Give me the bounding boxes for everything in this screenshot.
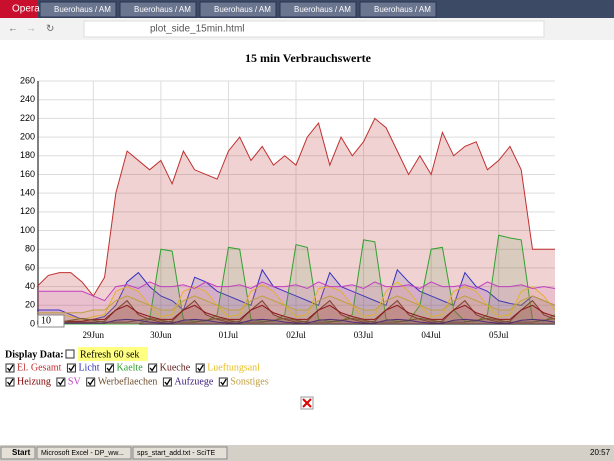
refresh-highlight: [78, 347, 148, 361]
y-tick-label: 40: [25, 281, 35, 291]
address-field[interactable]: [83, 20, 545, 38]
chart-title: 15 min Verbrauchswerte: [245, 51, 372, 65]
x-tick-label: 01Jul: [219, 330, 239, 340]
opera-label: Opera: [12, 4, 40, 15]
series-area: [37, 235, 555, 324]
series-line: [37, 268, 556, 320]
x-tick-label: 30Jun: [150, 330, 172, 340]
tab[interactable]: [199, 1, 277, 18]
task-scite[interactable]: [132, 446, 228, 460]
series-area: [37, 281, 555, 324]
series-line: [37, 304, 556, 322]
tab-label: Buerohaus / AM: [374, 5, 431, 14]
legend-label: Aufzuege: [174, 376, 213, 387]
legend-label: El. Gesamt: [17, 362, 62, 373]
checkmark: [6, 364, 14, 372]
tab-label: Buerohaus / AM: [294, 5, 351, 14]
checkmark: [197, 364, 204, 372]
task-scite-label: sps_start_add.txt - SciTE: [137, 450, 216, 457]
legend-label: Heizung: [17, 376, 51, 387]
y-tick-label: 80: [25, 244, 35, 254]
legend-label: Werbeflaechen: [98, 376, 158, 387]
series-checkbox[interactable]: [5, 363, 15, 373]
refresh-label: Refresh 60 sek: [80, 349, 139, 360]
y-tick-label: 100: [20, 225, 35, 235]
tab[interactable]: [279, 1, 357, 18]
x-tick-label: 05Jul: [489, 330, 509, 340]
display-checkbox[interactable]: [65, 349, 75, 359]
y-tick-label: 240: [20, 94, 35, 104]
legend-label: Lueftungsanl: [207, 362, 260, 373]
opera-button[interactable]: [0, 0, 38, 18]
series-line: [37, 318, 556, 324]
series-area: [37, 281, 555, 324]
checkmark: [164, 378, 171, 386]
task-excel[interactable]: [36, 446, 132, 460]
y-tick-label: 200: [20, 131, 35, 141]
y-tick-label: 260: [20, 75, 35, 85]
legend-label: Sonstiges: [230, 376, 268, 387]
legend-label: Licht: [78, 362, 99, 373]
y-tick-label: 140: [20, 188, 35, 198]
y-tick-label: 160: [20, 169, 35, 179]
series-checkbox[interactable]: [148, 363, 158, 373]
checkmark: [68, 364, 75, 372]
task-excel-label: Microsoft Excel - DP_ww...: [41, 450, 124, 457]
tab-label: Buerohaus / AM: [134, 5, 191, 14]
series-line: [37, 317, 556, 323]
checkmark: [149, 364, 157, 372]
series-line: [36, 117, 555, 297]
checkmark: [6, 378, 14, 386]
start-label: Start: [12, 448, 31, 457]
roll-period-value: 10: [41, 315, 51, 326]
series-checkbox[interactable]: [66, 363, 76, 373]
clock: 20:57: [590, 448, 611, 457]
series-line: [37, 281, 556, 302]
series-line: [37, 295, 556, 314]
forward-button[interactable]: →: [26, 24, 36, 35]
series-checkbox[interactable]: [105, 363, 115, 373]
y-tick-label: 220: [20, 113, 35, 123]
legend-label: Kaelte: [117, 362, 144, 373]
tab-label: Buerohaus / AM: [54, 5, 111, 14]
series-area: [37, 118, 555, 324]
x-tick-label: 04Jul: [421, 330, 441, 340]
series-checkbox[interactable]: [162, 377, 172, 387]
display-data-label: Display Data:: [5, 349, 64, 360]
checkmark: [87, 378, 95, 386]
checkmark: [106, 364, 114, 372]
tab[interactable]: [119, 1, 197, 18]
address-text: plot_side_15min.html: [150, 24, 245, 35]
tab[interactable]: [39, 1, 117, 18]
y-tick-label: 120: [20, 206, 35, 216]
series-checkbox[interactable]: [86, 377, 96, 387]
start-button[interactable]: [0, 446, 36, 460]
close-cross: [302, 398, 312, 408]
roll-period-input[interactable]: [37, 314, 65, 328]
y-tick-label: 0: [30, 318, 35, 328]
back-button[interactable]: ←: [8, 24, 18, 35]
series-checkbox[interactable]: [56, 377, 66, 387]
y-tick-label: 180: [20, 150, 35, 160]
series-checkbox[interactable]: [195, 363, 205, 373]
series-line: [36, 281, 556, 320]
series-checkbox[interactable]: [218, 377, 228, 387]
series-checkbox[interactable]: [5, 377, 15, 387]
tab[interactable]: [359, 1, 437, 18]
tab-label: Buerohaus / AM: [214, 5, 271, 14]
y-tick-label: 20: [25, 300, 35, 310]
legend-label: Kueche: [160, 362, 191, 373]
checkmark: [220, 378, 227, 386]
series-line: [37, 299, 556, 323]
x-tick-label: 29Jun: [83, 330, 105, 340]
checkmark: [57, 378, 65, 386]
reload-button[interactable]: ↻: [46, 24, 54, 35]
y-tick-label: 60: [25, 262, 35, 272]
x-tick-label: 02Jul: [286, 330, 306, 340]
legend-label: SV: [68, 376, 82, 387]
x-tick-label: 03Jul: [354, 330, 374, 340]
